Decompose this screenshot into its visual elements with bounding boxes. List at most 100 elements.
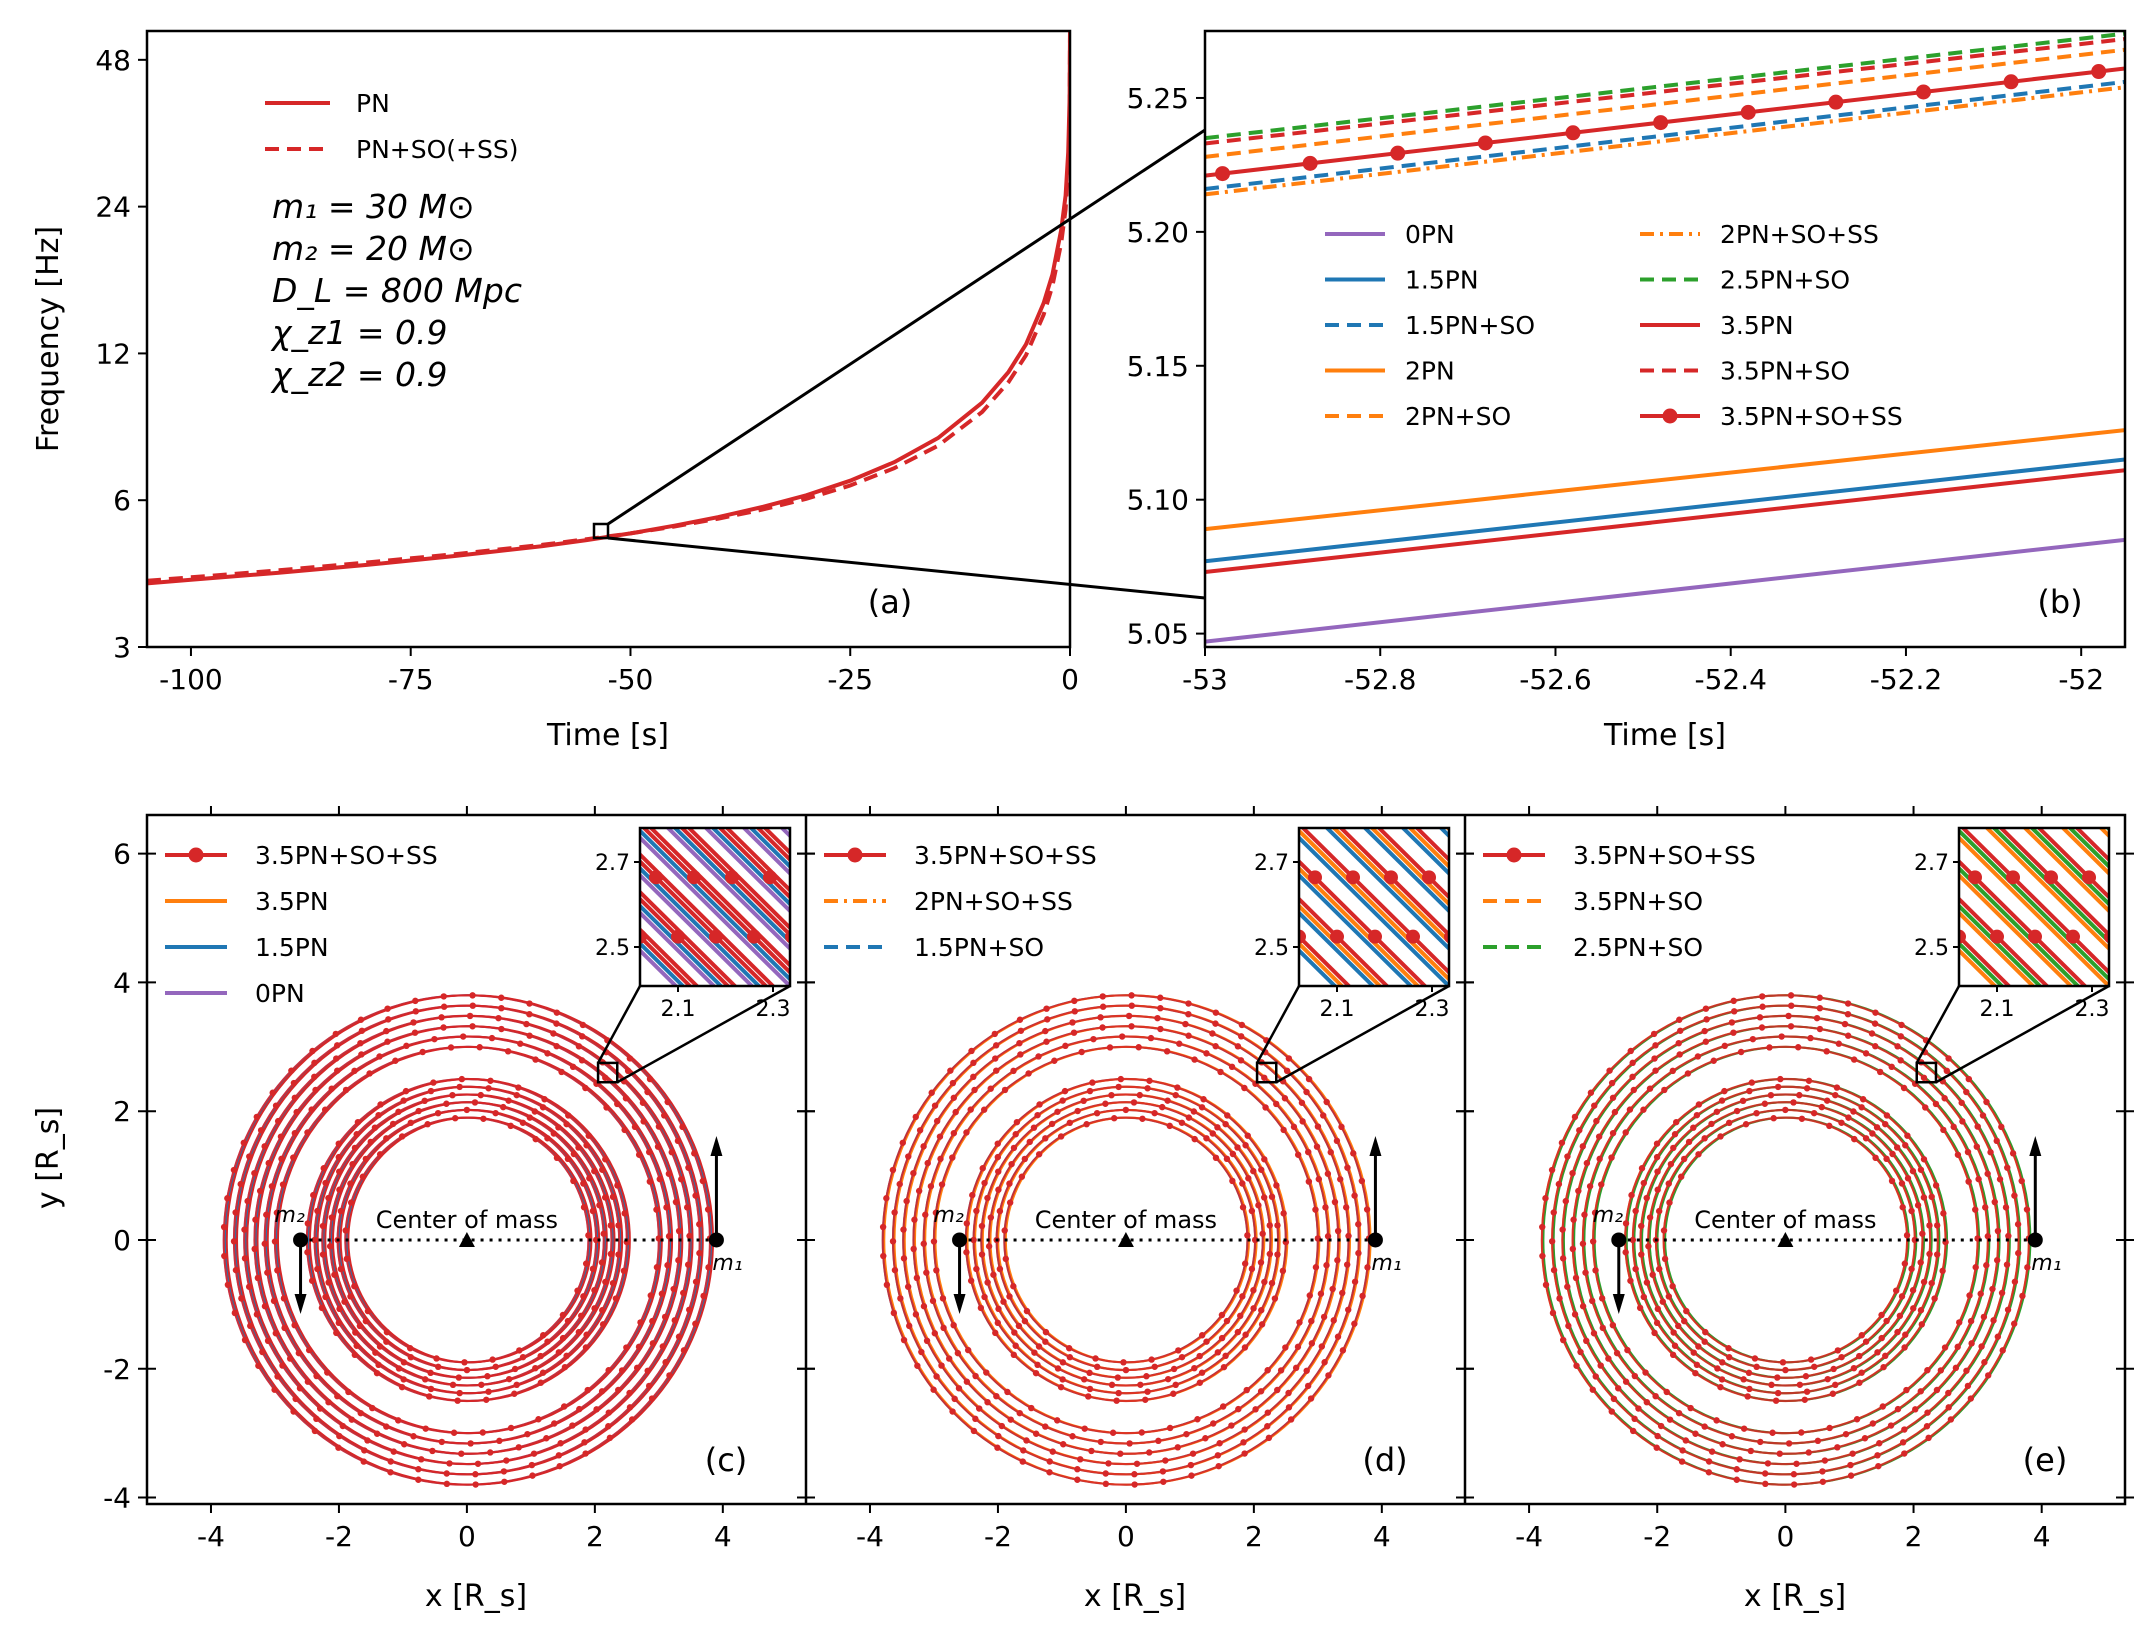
c-orbit-marker <box>291 1094 299 1101</box>
d-orbit-marker <box>1130 1099 1138 1106</box>
d-orbit-marker <box>1139 1115 1146 1122</box>
e-orbit-marker <box>1692 1430 1699 1437</box>
e-orbit-marker <box>1562 1197 1569 1205</box>
c-orbit-marker <box>664 1098 671 1106</box>
d-orbit-marker <box>1088 1447 1095 1455</box>
c-orbit-marker <box>385 1016 392 1023</box>
d-velocity-arrowhead-m1 <box>1369 1135 1382 1156</box>
e-orbit-marker <box>1816 1025 1824 1033</box>
e-inset-marker <box>2142 930 2152 944</box>
c-orbit-marker <box>578 1057 586 1064</box>
d-inset-marker <box>1422 870 1436 885</box>
d-orbit-marker <box>1324 1170 1332 1177</box>
d-inset-track <box>1407 828 1449 870</box>
d-inset-marker <box>1172 811 1186 825</box>
e-orbit-marker <box>1583 1337 1590 1345</box>
c-orbit-marker <box>342 1227 349 1234</box>
e-orbit-marker <box>1666 1416 1674 1423</box>
d-orbit-marker <box>1314 1235 1322 1242</box>
e-orbit-marker <box>1896 1312 1904 1320</box>
c-orbit-marker <box>670 1285 677 1293</box>
c-orbit-marker <box>347 1180 354 1187</box>
e-orbit-marker <box>1850 1056 1858 1063</box>
e-orbit-marker <box>1669 1067 1676 1075</box>
d-orbit-marker <box>1081 1376 1088 1383</box>
param-chi-z2: χ_z2 = 0.9 <box>270 355 447 394</box>
c-orbit-marker <box>451 1115 459 1122</box>
c-orbit-marker <box>658 1290 666 1297</box>
panel-b-legend-label: 3.5PN <box>1720 311 1794 340</box>
c-orbit-marker <box>615 1222 622 1229</box>
d-orbit-marker <box>1174 1444 1181 1451</box>
d-orbit-marker <box>1209 1130 1216 1137</box>
d-orbit-marker <box>1108 1091 1115 1099</box>
e-orbit-marker <box>1858 1369 1865 1376</box>
e-orbit-marker <box>1888 1177 1896 1185</box>
d-orbit-marker <box>1028 1404 1035 1412</box>
d-orbit-marker <box>938 1362 945 1369</box>
e-orbit-marker <box>1934 1251 1941 1258</box>
e-orbit-marker <box>1984 1233 1992 1240</box>
d-orbit-marker <box>1042 1338 1049 1345</box>
e-orbit-marker <box>1539 1223 1546 1231</box>
d-orbit-marker <box>923 1337 931 1345</box>
c-inset-track <box>640 865 762 986</box>
c-legend-label: 3.5PN+SO+SS <box>255 841 438 870</box>
e-orbit-marker <box>1652 1067 1659 1074</box>
c-orbit-marker <box>296 1385 304 1392</box>
d-orbit-marker <box>975 1405 983 1412</box>
c-orbit-marker <box>412 1008 420 1015</box>
panel-b-tag: (b) <box>2037 583 2082 621</box>
c-orbit-marker <box>505 1375 513 1383</box>
d-inset-track <box>1299 858 1428 986</box>
e-orbit-marker <box>1748 1079 1756 1086</box>
c-orbit-marker <box>605 1423 612 1430</box>
d-orbit-marker <box>990 1271 997 1278</box>
c-orbit-marker <box>515 1444 522 1451</box>
panel-c-xlabel: x [R_s] <box>425 1579 527 1614</box>
e-orbit-marker <box>1628 1191 1635 1199</box>
c-orbit-marker <box>662 1359 669 1366</box>
e-orbit-marker <box>1889 1150 1896 1158</box>
panel-b-xtick-label: -52 <box>2058 663 2104 696</box>
e-orbit-marker <box>1611 1108 1619 1116</box>
c-velocity-arrowhead-m2 <box>294 1293 307 1314</box>
c-orbit-marker <box>564 1155 572 1163</box>
e-orbit-marker <box>1573 1362 1580 1369</box>
c-orbit-marker <box>569 1422 576 1429</box>
panel-e-xlabel: x [R_s] <box>1744 1579 1846 1614</box>
e-orbit-marker <box>1671 1131 1679 1138</box>
c-orbit-marker <box>602 1156 609 1163</box>
d-orbit-marker <box>1285 1404 1293 1411</box>
e-orbit-marker <box>1614 1385 1622 1392</box>
d-orbit-marker <box>1344 1261 1351 1268</box>
d-orbit-marker <box>1218 1311 1226 1319</box>
c-inset-track <box>640 933 693 986</box>
e-orbit-marker <box>1693 1111 1701 1119</box>
c-orbit-marker <box>279 1181 287 1188</box>
e-inset-zoom-box <box>1915 1061 1938 1084</box>
e-orbit-marker <box>1677 1027 1684 1034</box>
c-orbit-marker <box>609 1279 617 1287</box>
c-inset-marker <box>845 989 859 1003</box>
c-orbit-marker <box>553 1043 560 1050</box>
d-orbit-marker <box>880 1252 887 1260</box>
e-orbit-marker <box>1685 1138 1693 1146</box>
e-orbit-marker <box>1653 1319 1661 1327</box>
c-orbit-marker <box>605 1409 613 1416</box>
d-orbit-marker <box>1243 1386 1250 1394</box>
e-orbit-marker <box>1728 1433 1736 1440</box>
e-orbit-marker <box>1967 1395 1975 1402</box>
d-orbit-marker <box>1250 1305 1257 1312</box>
e-orbit-marker <box>1987 1149 1994 1156</box>
d-orbit-marker <box>949 1408 956 1415</box>
e-inset-connector-right <box>1935 984 2110 1084</box>
c-orbit-marker <box>580 1293 587 1300</box>
c-orbit-marker <box>474 1460 482 1467</box>
c-orbit-marker <box>308 1106 315 1113</box>
d-inset-track <box>1299 947 1338 986</box>
d-orbit-marker <box>1086 1087 1094 1095</box>
c-orbit-marker <box>352 1329 359 1336</box>
c-orbit-marker <box>665 1233 673 1240</box>
